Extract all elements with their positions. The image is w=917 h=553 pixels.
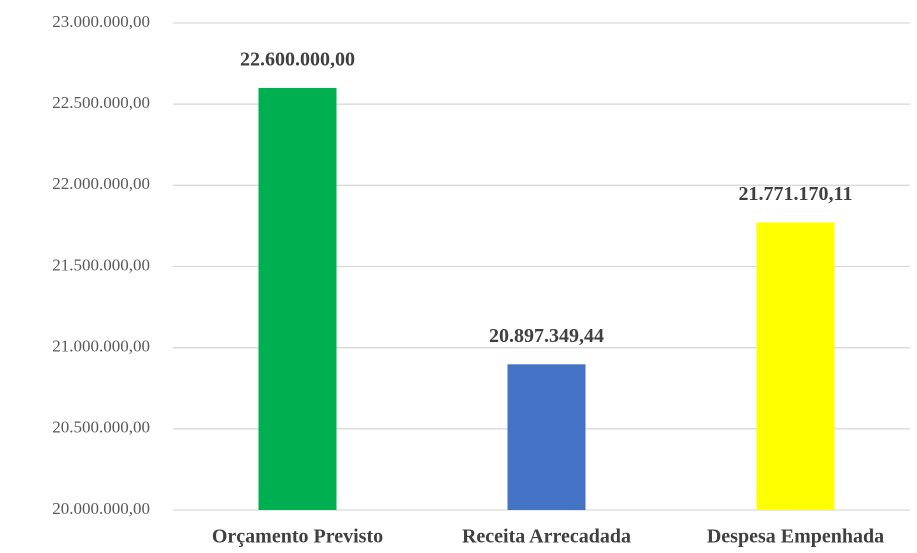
- y-tick-label: 20.000.000,00: [52, 499, 150, 518]
- bar: [507, 364, 586, 510]
- data-label: 22.600.000,00: [240, 49, 355, 71]
- bar: [258, 87, 337, 510]
- y-tick-label: 22.500.000,00: [52, 93, 150, 112]
- y-tick-label: 21.500.000,00: [52, 255, 150, 274]
- y-tick-label: 20.500.000,00: [52, 418, 150, 437]
- y-tick-label: 23.000.000,00: [52, 12, 150, 31]
- bar: [756, 222, 835, 511]
- y-tick-label: 21.000.000,00: [52, 337, 150, 356]
- y-tick-label: 22.000.000,00: [52, 174, 150, 193]
- data-label: 21.771.170,11: [739, 183, 853, 205]
- x-tick-label: Orçamento Previsto: [212, 526, 383, 548]
- x-tick-label: Despesa Empenhada: [707, 526, 884, 548]
- x-tick-label: Receita Arrecadada: [462, 526, 631, 548]
- data-label: 20.897.349,44: [489, 325, 604, 347]
